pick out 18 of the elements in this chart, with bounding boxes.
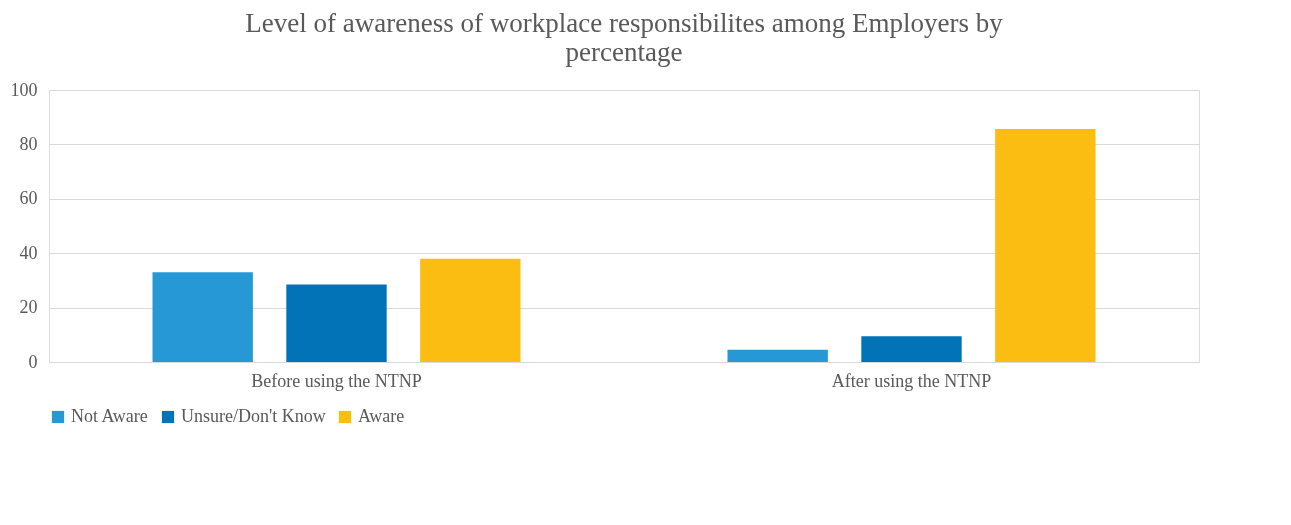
y-tick-label: 80 [19, 133, 38, 154]
bar [861, 336, 962, 362]
x-tick-label: Before using the NTNP [251, 370, 422, 391]
y-tick-label: 100 [10, 79, 38, 100]
legend-label: Unsure/Don't Know [181, 406, 326, 426]
y-tick-label: 60 [19, 188, 38, 209]
bar [995, 128, 1096, 362]
bar [727, 349, 828, 362]
legend-label: Not Aware [71, 406, 148, 426]
bar [152, 272, 253, 362]
legend-label: Aware [358, 406, 405, 426]
y-tick-label: 20 [19, 297, 38, 318]
y-tick-label: 40 [19, 242, 38, 263]
x-tick-label: After using the NTNP [831, 370, 992, 391]
bar [420, 258, 521, 362]
y-tick-label: 0 [28, 351, 38, 372]
bar [286, 284, 387, 362]
chart-title: Level of awareness of workplace responsibilites among Employers by percentage [245, 8, 1004, 67]
